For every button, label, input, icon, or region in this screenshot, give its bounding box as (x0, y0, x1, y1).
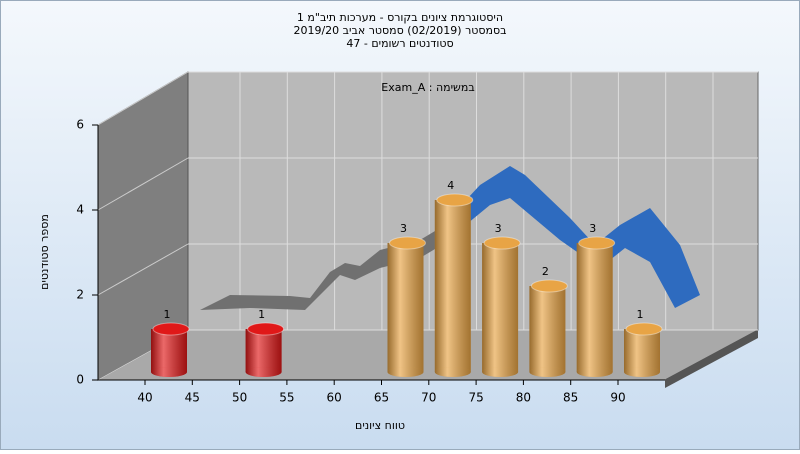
x-tick-label: 70 (421, 391, 436, 405)
trend-ribbon (440, 166, 700, 308)
bar-bottom-shade (387, 367, 424, 377)
bar-top (247, 322, 285, 336)
bar (151, 322, 190, 377)
x-tick-label: 45 (185, 391, 200, 405)
x-tick-label: 75 (468, 391, 483, 405)
x-tick-label: 85 (563, 391, 578, 405)
data-label: 1 (258, 308, 265, 321)
bar (482, 236, 521, 377)
grid-line (97, 157, 189, 211)
grid-line (97, 71, 189, 126)
bar (387, 236, 426, 377)
bar-top (436, 193, 474, 207)
bar-bottom-shade (482, 367, 519, 377)
data-label: 1 (164, 308, 171, 321)
y-tick-label: 0 (76, 373, 84, 387)
trend-ribbon (200, 228, 440, 310)
bar-top (625, 322, 663, 336)
bar-shade (529, 286, 566, 372)
data-label: 3 (400, 222, 407, 235)
bar-top (578, 236, 616, 250)
y-tick-label: 2 (76, 288, 84, 302)
bar-shade (482, 243, 519, 372)
chart-title: סטודנטים רשומים - 47 (346, 37, 453, 50)
bar-bottom-shade (245, 367, 282, 377)
chart-title: בסמסטר (02/2019) סמסטר אביב 2019/20 (293, 24, 506, 37)
y-tick-label: 4 (76, 203, 84, 217)
annotation: Exam_A : במשימה (381, 81, 474, 94)
data-label: 4 (447, 179, 454, 192)
bar (245, 322, 285, 377)
bar (529, 279, 568, 377)
x-tick-label: 55 (279, 391, 294, 405)
data-label: 3 (495, 222, 502, 235)
bar (624, 322, 663, 377)
x-tick-label: 80 (516, 391, 531, 405)
x-axis-label: טווח ציונים (355, 419, 405, 432)
bar-bottom-shade (624, 367, 660, 377)
grid-line (97, 243, 189, 296)
bar-shade (434, 200, 471, 372)
bar-shade (245, 329, 282, 372)
bar-top (530, 279, 568, 293)
bar-shade (151, 329, 187, 372)
chart-title: היסטוגרמת ציונים בקורס - מערכות תיב"מ 1 (297, 11, 503, 24)
y-axis-label: מספר סטודנטים (38, 214, 51, 290)
bar (434, 193, 474, 377)
bar-bottom-shade (529, 367, 566, 377)
bar-shade (387, 243, 424, 372)
bar-shade (624, 329, 660, 372)
x-tick-label: 65 (374, 391, 389, 405)
bar-bottom-shade (434, 367, 471, 377)
data-label: 2 (542, 265, 549, 278)
bar-top (389, 236, 426, 250)
data-label: 1 (637, 308, 644, 321)
y-tick-label: 6 (76, 118, 84, 132)
bar-top (483, 236, 521, 250)
x-tick-label: 90 (610, 391, 625, 405)
x-tick-label: 60 (327, 391, 342, 405)
floor-edge (665, 330, 758, 388)
bar (576, 236, 616, 377)
bar-bottom-shade (576, 367, 613, 377)
x-tick-label: 40 (137, 391, 152, 405)
x-tick-label: 50 (232, 391, 247, 405)
data-label: 3 (589, 222, 596, 235)
bar-top (152, 322, 190, 336)
bar-bottom-shade (151, 367, 187, 377)
bar-shade (576, 243, 613, 372)
